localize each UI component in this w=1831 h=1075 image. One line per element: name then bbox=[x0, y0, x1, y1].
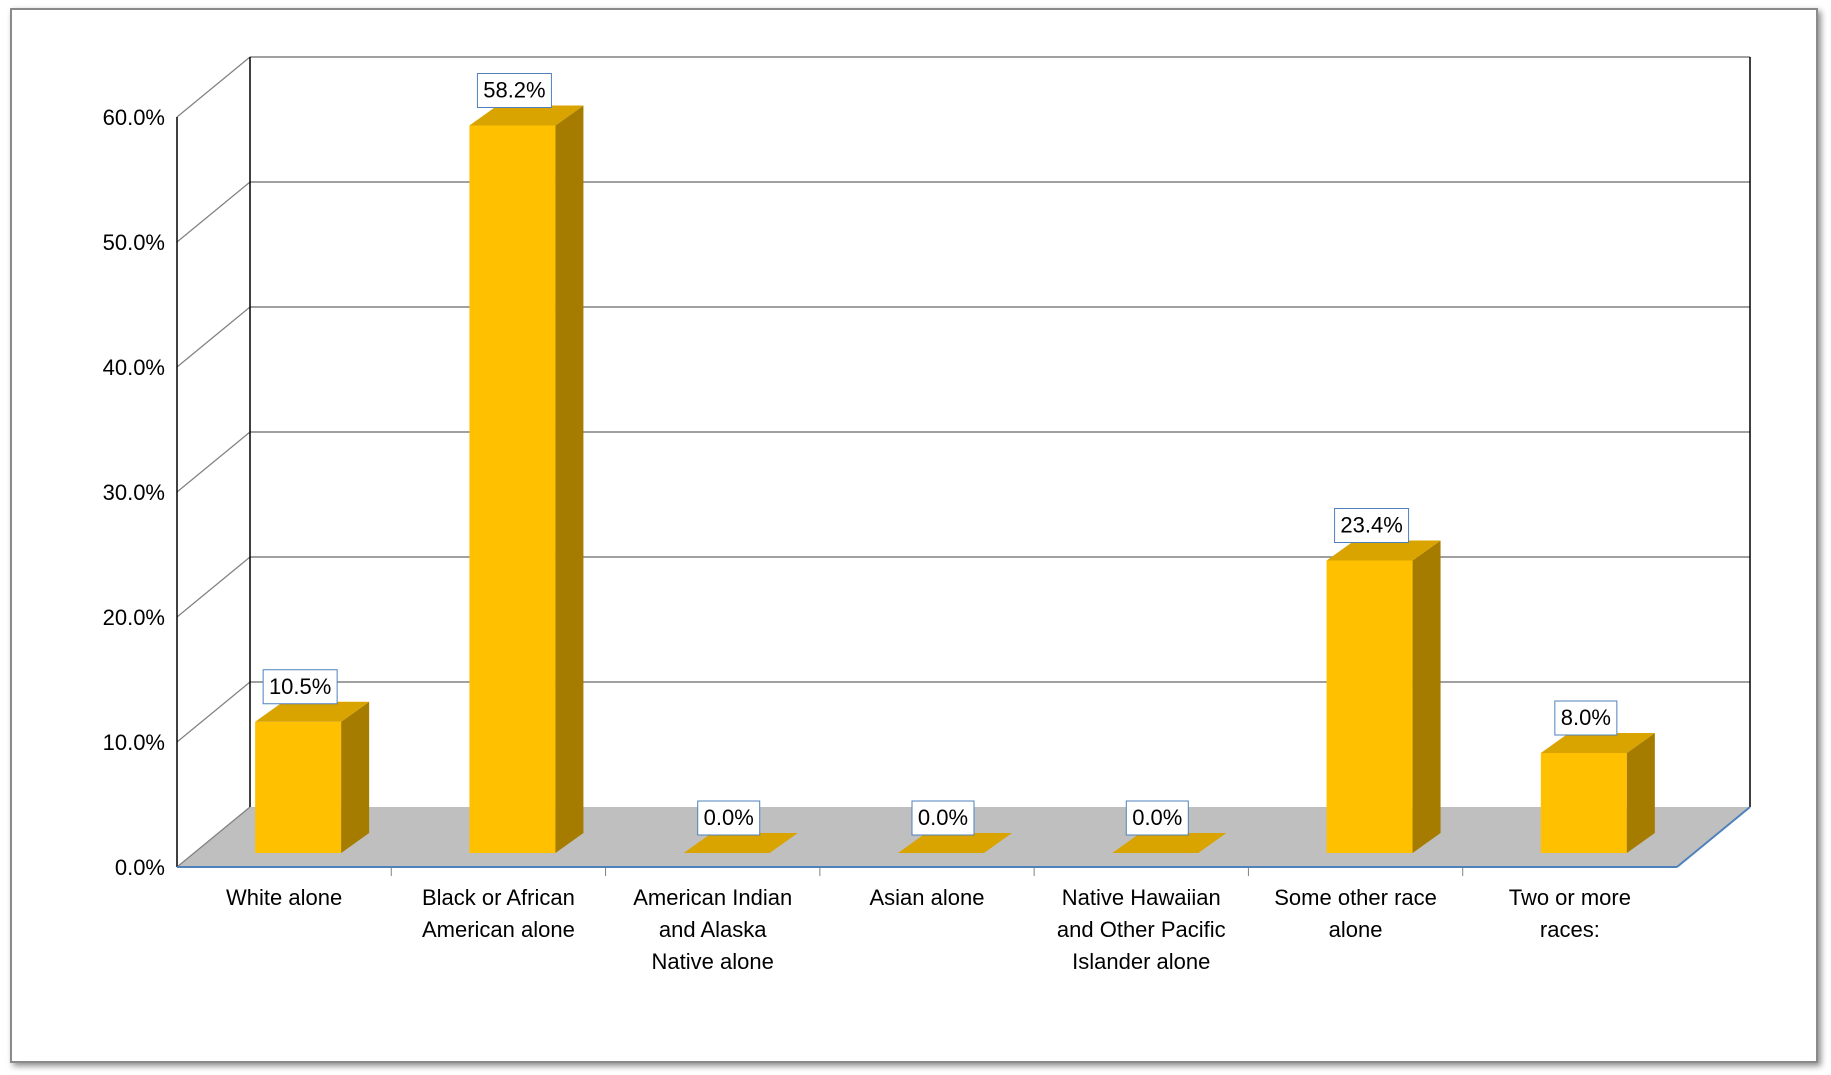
gridline-side bbox=[176, 431, 251, 493]
gridline-side bbox=[176, 181, 251, 243]
x-category-label-line: races: bbox=[1540, 917, 1600, 942]
data-label: 10.5% bbox=[269, 674, 331, 699]
bar-side bbox=[1626, 733, 1655, 853]
x-category-label-line: Some other race bbox=[1274, 885, 1437, 910]
y-tick-label: 30.0% bbox=[103, 480, 165, 505]
bar-top bbox=[255, 701, 370, 722]
x-category-label: American Indian and Alaska Native alone bbox=[633, 885, 792, 974]
x-category-label-line: White alone bbox=[226, 885, 342, 910]
gridline-side bbox=[176, 806, 251, 868]
data-label-box bbox=[1334, 508, 1410, 543]
x-category-label: Some other race alone bbox=[1274, 885, 1437, 942]
data-label: 0.0% bbox=[704, 805, 754, 830]
data-label-box bbox=[1554, 700, 1618, 736]
y-tick-label: 10.0% bbox=[103, 730, 165, 755]
y-tick-label: 20.0% bbox=[103, 605, 165, 630]
gridline-side bbox=[176, 56, 251, 118]
data-label-box bbox=[1125, 800, 1189, 836]
x-category-label: Native Hawaiian and Other Pacific Islander… bbox=[1057, 885, 1226, 974]
x-category-label-line: and Alaska bbox=[659, 917, 767, 942]
y-tick-label: 60.0% bbox=[103, 105, 165, 130]
y-tick-label: 40.0% bbox=[103, 355, 165, 380]
bar-top bbox=[683, 833, 798, 853]
x-category-label: White alone bbox=[226, 885, 342, 910]
data-label: 0.0% bbox=[918, 805, 968, 830]
x-category-label: Two or more races: bbox=[1509, 885, 1631, 942]
data-label-box bbox=[476, 73, 552, 108]
data-label-box bbox=[911, 800, 975, 836]
x-category-label: Asian alone bbox=[870, 885, 985, 910]
bar-front bbox=[1540, 753, 1627, 853]
x-category-label-line: alone bbox=[1329, 917, 1383, 942]
y-tick-label: 50.0% bbox=[103, 230, 165, 255]
bar-chart-3d: 0.0% 10.0% 20.0% 30.0% 40.0% 50.0% 60.0% 10.5% W… bbox=[103, 56, 1751, 974]
bar-front bbox=[469, 125, 556, 853]
bar-front bbox=[255, 721, 342, 853]
x-category-label-line: American alone bbox=[422, 917, 575, 942]
gridline-side bbox=[176, 306, 251, 368]
x-category-label-line: and Other Pacific bbox=[1057, 917, 1226, 942]
data-label-box bbox=[697, 800, 761, 836]
bar-side bbox=[1412, 540, 1441, 853]
x-category-label-line: Black or African bbox=[422, 885, 575, 910]
gridline-side bbox=[176, 681, 251, 743]
x-category-label-line: American Indian bbox=[633, 885, 792, 910]
gridline-side bbox=[176, 556, 251, 618]
bar-top bbox=[469, 105, 584, 126]
x-category-label-line: Native alone bbox=[652, 949, 774, 974]
bar-side bbox=[341, 701, 370, 853]
y-tick-label: 0.0% bbox=[115, 855, 165, 880]
bar-top bbox=[1112, 833, 1227, 853]
bar-front bbox=[1326, 560, 1413, 853]
data-label-box bbox=[262, 669, 338, 705]
x-category-label-line: Native Hawaiian bbox=[1062, 885, 1221, 910]
bar-top bbox=[1540, 733, 1655, 753]
x-category-label: Black or African American alone bbox=[422, 885, 575, 942]
bar-top bbox=[898, 833, 1012, 853]
data-label: 58.2% bbox=[483, 78, 545, 103]
bar-side bbox=[555, 105, 584, 853]
data-label: 0.0% bbox=[1132, 805, 1182, 830]
x-category-label-line: Islander alone bbox=[1072, 949, 1210, 974]
bar-top bbox=[1326, 540, 1441, 561]
data-label: 8.0% bbox=[1561, 705, 1611, 730]
data-label: 23.4% bbox=[1340, 513, 1402, 538]
chart-frame: 0.0% 10.0% 20.0% 30.0% 40.0% 50.0% 60.0% 10.5% W… bbox=[10, 8, 1818, 1063]
x-category-label-line: Asian alone bbox=[870, 885, 985, 910]
x-axis-depth-line bbox=[1676, 806, 1751, 868]
x-category-label-line: Two or more bbox=[1509, 885, 1631, 910]
